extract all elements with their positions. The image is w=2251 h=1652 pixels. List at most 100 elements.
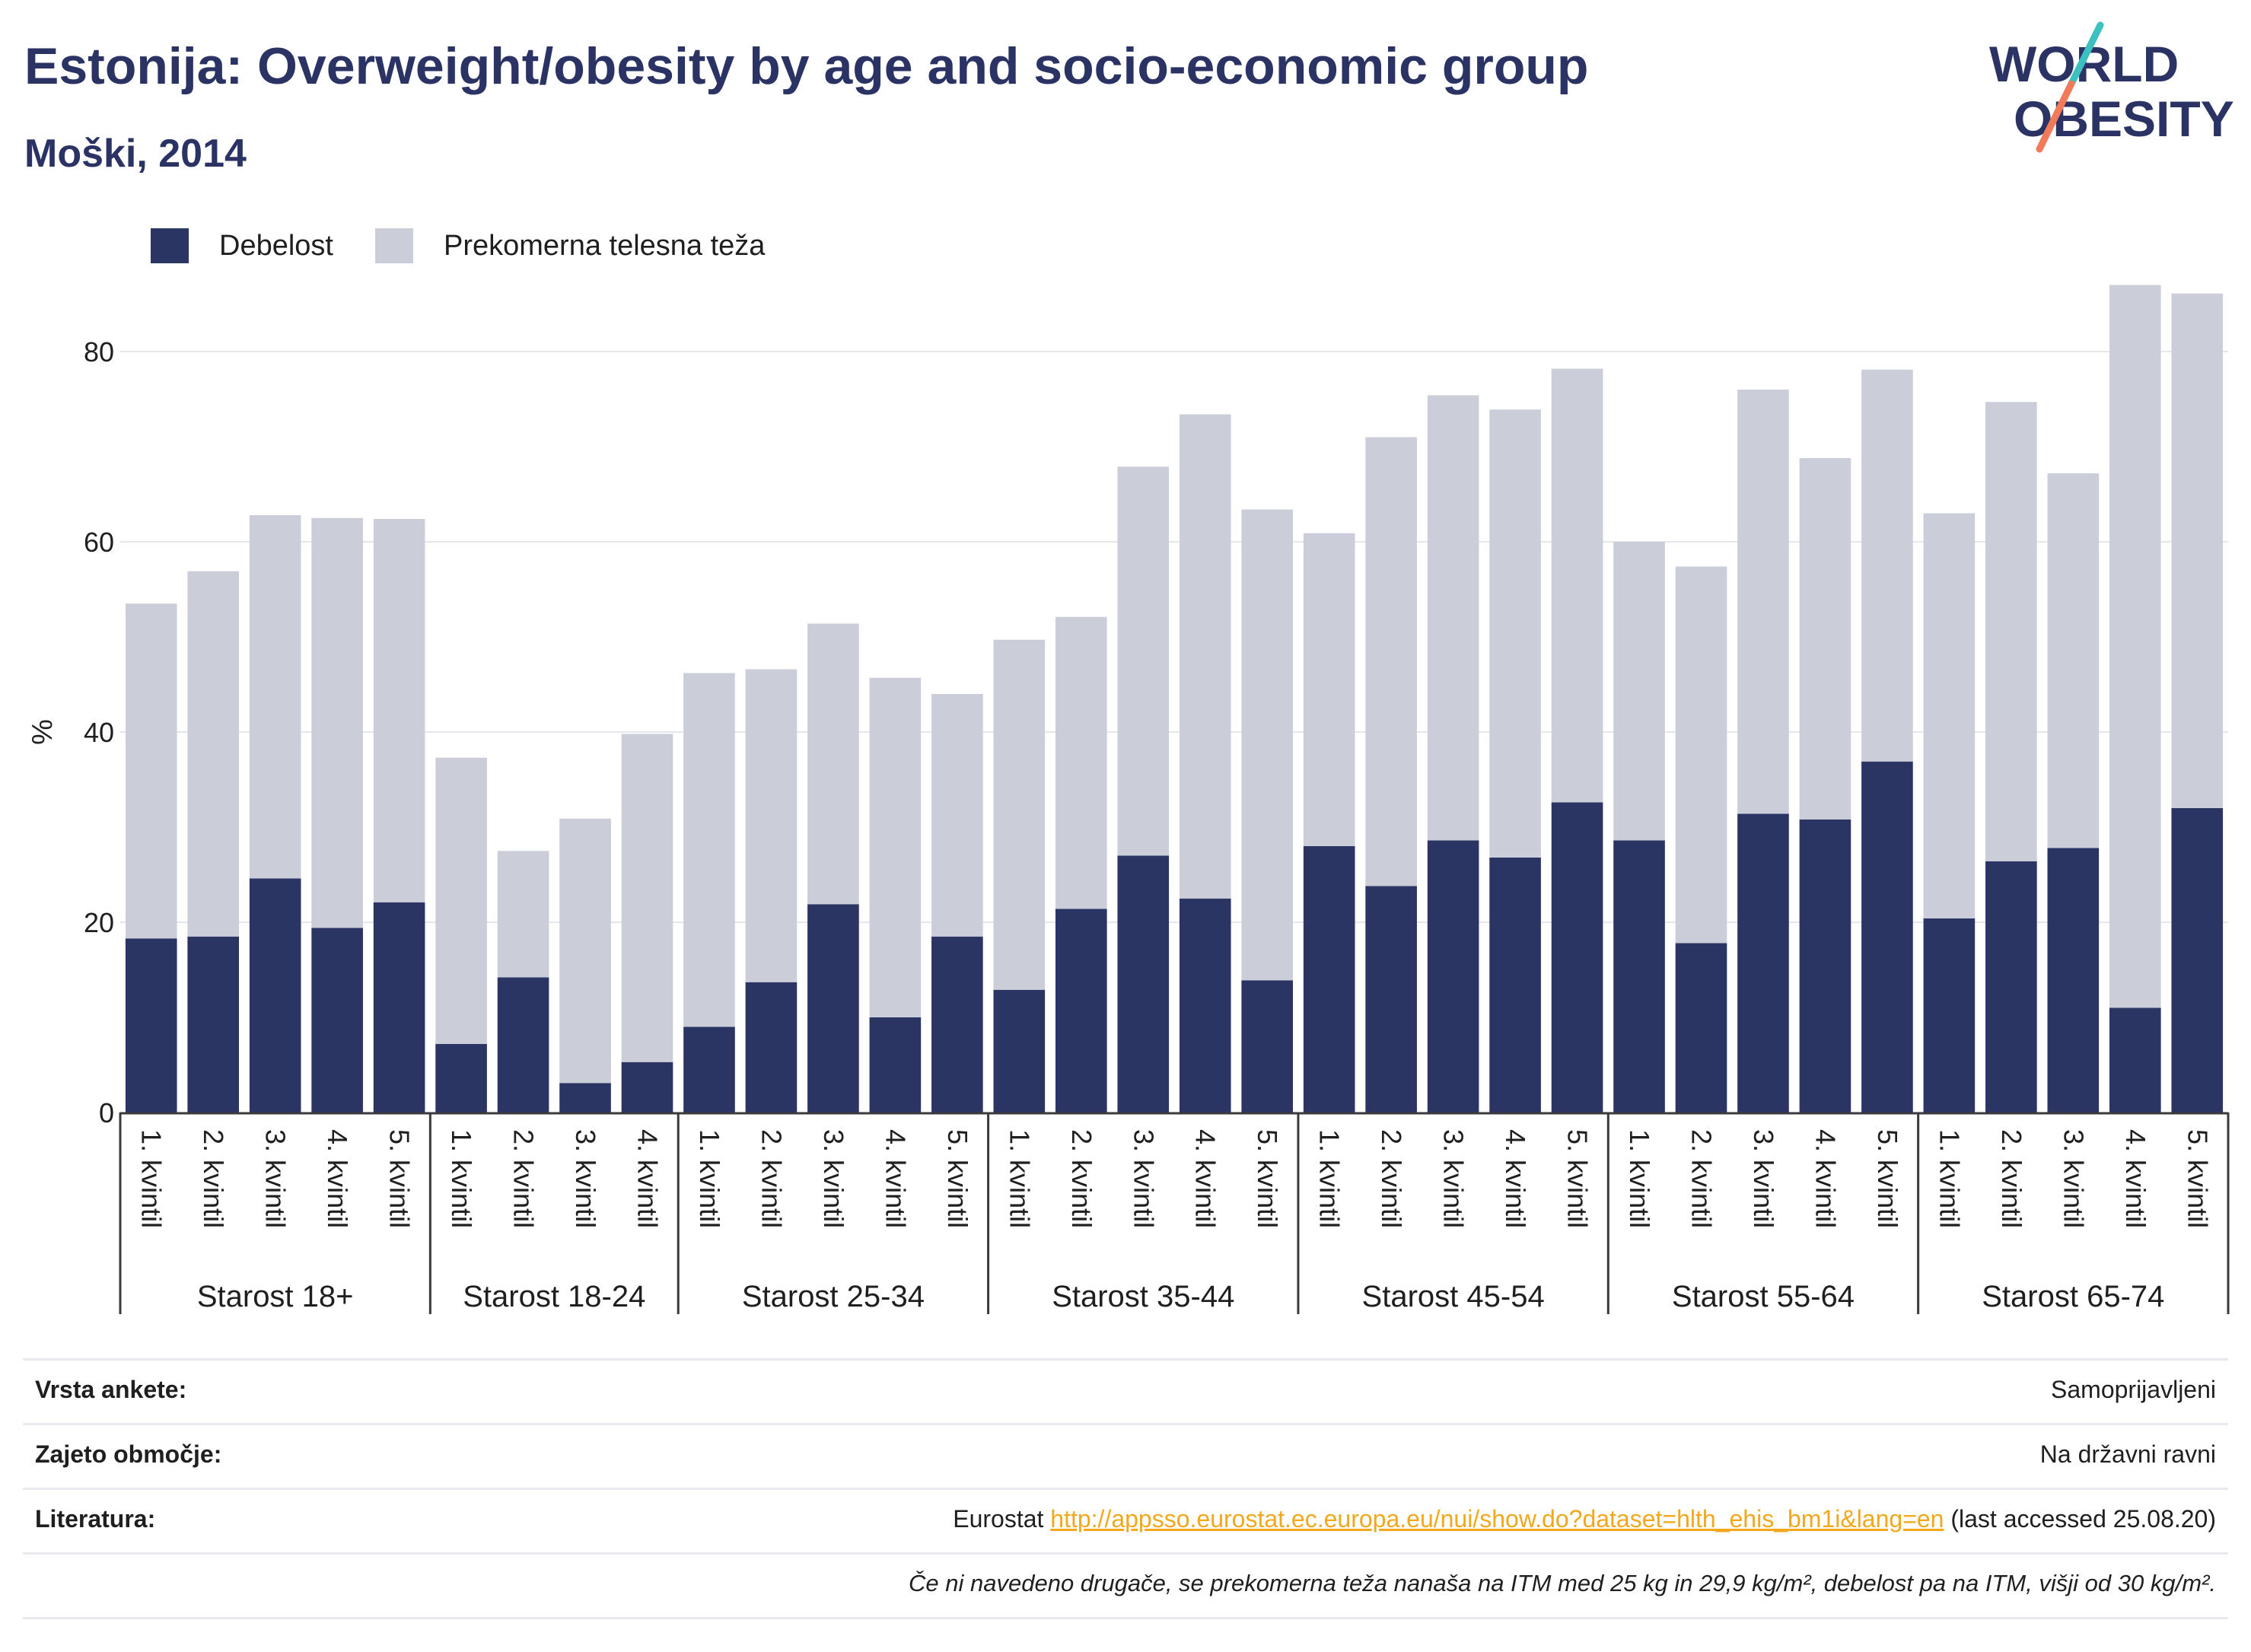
bar-obesity (249, 878, 301, 1112)
x-tick-label: 1. kvintil (1314, 1129, 1345, 1228)
bar-overweight (2109, 285, 2161, 1008)
x-tick-label: 3. kvintil (260, 1129, 291, 1228)
world-obesity-logo: WORLD OBESITY (1986, 21, 2237, 166)
bar-obesity (373, 902, 425, 1112)
bar-obesity (1985, 861, 2037, 1112)
bar-obesity (1427, 840, 1479, 1112)
bar-overweight (187, 571, 240, 937)
bar-obesity (2109, 1007, 2161, 1112)
bar-overweight (1055, 616, 1107, 909)
bar-overweight (311, 517, 363, 928)
x-tick-label: 3. kvintil (1438, 1129, 1469, 1228)
bar-obesity (869, 1017, 922, 1112)
bar-obesity (1117, 855, 1170, 1112)
bar-overweight (683, 673, 735, 1027)
y-tick-label: 60 (84, 527, 114, 558)
x-tick-label: 1. kvintil (446, 1129, 477, 1228)
bar-overweight (1551, 368, 1603, 803)
x-tick-label: 5. kvintil (1252, 1129, 1283, 1228)
bar-obesity (1303, 846, 1355, 1112)
bar-overweight (807, 623, 859, 905)
x-tick-label: 4. kvintil (1190, 1129, 1221, 1228)
y-tick-label: 20 (84, 907, 114, 938)
bar-obesity (497, 977, 549, 1112)
x-tick-label: 4. kvintil (1810, 1129, 1841, 1228)
bar-obesity (1613, 840, 1665, 1112)
bar-obesity (1055, 909, 1107, 1112)
legend-item-overweight[interactable]: Prekomerna telesna teža (374, 228, 766, 263)
bar-obesity (187, 936, 240, 1112)
survey-type-label: Vrsta ankete: (35, 1376, 187, 1403)
bar-obesity (1551, 802, 1603, 1112)
x-tick-label: 5. kvintil (384, 1129, 415, 1228)
x-tick-label: 5. kvintil (1872, 1129, 1903, 1228)
x-tick-label: 4. kvintil (880, 1129, 911, 1228)
bar-overweight (1179, 414, 1231, 899)
chart-legend: Debelost Prekomerna telesna teža (151, 224, 807, 267)
bar-overweight (1923, 513, 1976, 918)
bar-overweight (1303, 533, 1355, 846)
bar-overweight (2047, 473, 2100, 848)
bar-obesity (1923, 918, 1976, 1112)
bar-overweight (869, 677, 922, 1017)
meta-row-coverage: Zajeto območje: Na državni ravni (23, 1423, 2228, 1488)
x-tick-label: 2. kvintil (508, 1129, 540, 1228)
bar-overweight (1365, 437, 1417, 886)
stacked-bar-chart: 0 20 40 60 80% 1. kvintil 2. kvintil 3. kvintil… (27, 285, 2230, 1314)
legend-label-overweight: Prekomerna telesna teža (443, 229, 766, 262)
x-tick-label: 3. kvintil (818, 1129, 849, 1228)
x-tick-label: 2. kvintil (198, 1129, 229, 1228)
legend-label-obesity: Debelost (219, 229, 333, 262)
x-tick-label: 2. kvintil (1066, 1129, 1097, 1228)
x-tick-label: 2. kvintil (1686, 1129, 1718, 1228)
legend-swatch-overweight (374, 228, 413, 263)
bar-overweight (559, 818, 611, 1084)
bar-obesity (621, 1062, 673, 1112)
legend-swatch-obesity (151, 228, 189, 263)
bar-overweight (1799, 458, 1851, 820)
coverage-value: Na državni ravni (2039, 1440, 2216, 1468)
x-tick-label: 1. kvintil (1934, 1129, 1965, 1228)
bar-overweight (1861, 369, 1913, 762)
bar-obesity (311, 928, 363, 1112)
bar-overweight (1489, 409, 1541, 858)
x-tick-label: 1. kvintil (136, 1129, 167, 1228)
bar-obesity (1675, 943, 1727, 1112)
x-tick-label: 4. kvintil (322, 1129, 353, 1228)
chart-title: Estonija: Overweight/obesity by age and … (24, 37, 1589, 95)
bar-obesity (993, 989, 1046, 1112)
bar-overweight (249, 515, 301, 879)
group-label: Starost 65-74 (1982, 1280, 2164, 1313)
y-tick-label: 0 (99, 1097, 114, 1128)
bar-obesity (125, 938, 177, 1112)
reference-link[interactable]: http://appsso.eurostat.ec.europa.eu/nui/… (1050, 1505, 1944, 1533)
bar-overweight (125, 603, 177, 939)
bar-overweight (1613, 542, 1665, 841)
bar-overweight (1427, 395, 1479, 841)
bar-overweight (435, 757, 487, 1044)
x-tick-label: 4. kvintil (632, 1129, 664, 1228)
meta-row-note: Če ni navedeno drugače, se prekomerna te… (23, 1552, 2228, 1619)
metadata-table: Vrsta ankete: Samoprijavljeni Zajeto obm… (23, 1358, 2228, 1619)
bar-obesity (2171, 808, 2224, 1112)
bar-obesity (2047, 848, 2100, 1112)
reference-value: Eurostat http://appsso.eurostat.ec.europ… (953, 1505, 2216, 1533)
bar-overweight (2171, 293, 2224, 808)
group-label: Starost 18+ (197, 1280, 354, 1313)
meta-row-reference: Literatura: Eurostat http://appsso.euros… (23, 1488, 2228, 1552)
x-tick-label: 3. kvintil (2058, 1129, 2089, 1228)
x-tick-label: 2. kvintil (1376, 1129, 1407, 1228)
bar-overweight (1241, 509, 1294, 981)
definition-note: Če ni navedeno drugače, se prekomerna te… (909, 1570, 2216, 1596)
x-tick-label: 3. kvintil (570, 1129, 601, 1228)
legend-item-obesity[interactable]: Debelost (151, 228, 333, 263)
x-tick-label: 2. kvintil (756, 1129, 787, 1228)
meta-row-survey-type: Vrsta ankete: Samoprijavljeni (23, 1358, 2228, 1423)
bar-obesity (435, 1044, 487, 1112)
bar-obesity (745, 982, 798, 1112)
bar-overweight (1675, 566, 1727, 944)
group-label: Starost 25-34 (742, 1280, 925, 1313)
bar-overweight (1985, 402, 2037, 861)
bar-overweight (373, 519, 425, 902)
bar-obesity (1737, 813, 1789, 1112)
